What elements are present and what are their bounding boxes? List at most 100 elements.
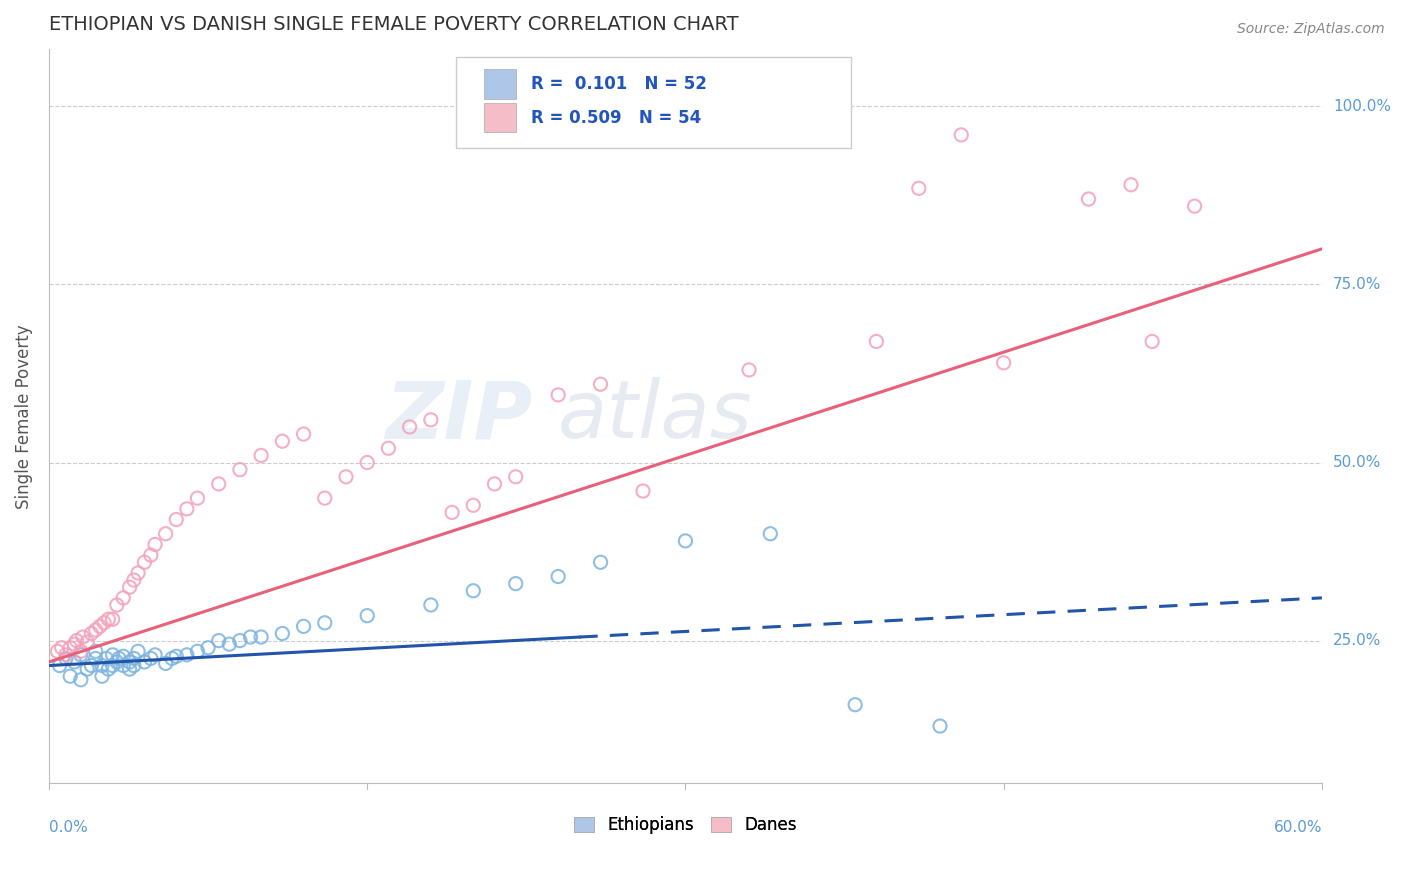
Point bbox=[112, 591, 135, 605]
Point bbox=[1184, 199, 1206, 213]
Point bbox=[55, 651, 77, 665]
Point bbox=[865, 334, 887, 349]
Text: Source: ZipAtlas.com: Source: ZipAtlas.com bbox=[1237, 22, 1385, 37]
Point bbox=[314, 491, 336, 505]
Point bbox=[738, 363, 761, 377]
Point bbox=[80, 658, 103, 673]
Point bbox=[197, 640, 219, 655]
Point bbox=[76, 635, 98, 649]
Point bbox=[122, 658, 145, 673]
Point bbox=[950, 128, 973, 142]
Point bbox=[160, 651, 183, 665]
Point bbox=[1077, 192, 1099, 206]
Text: 75.0%: 75.0% bbox=[1333, 277, 1381, 292]
Point bbox=[76, 662, 98, 676]
Point bbox=[218, 637, 240, 651]
Point bbox=[398, 420, 420, 434]
Point bbox=[176, 648, 198, 662]
Point bbox=[134, 555, 156, 569]
Point bbox=[675, 533, 697, 548]
Point bbox=[165, 649, 187, 664]
Point bbox=[59, 640, 82, 655]
FancyBboxPatch shape bbox=[484, 103, 516, 132]
Point bbox=[547, 388, 569, 402]
Text: 50.0%: 50.0% bbox=[1333, 455, 1381, 470]
Point bbox=[46, 644, 69, 658]
Text: 100.0%: 100.0% bbox=[1333, 99, 1391, 114]
Point bbox=[63, 655, 86, 669]
Point bbox=[759, 526, 782, 541]
Point bbox=[631, 483, 654, 498]
Point bbox=[208, 633, 231, 648]
Point bbox=[51, 640, 73, 655]
FancyBboxPatch shape bbox=[457, 57, 851, 148]
Point bbox=[1119, 178, 1142, 192]
Point bbox=[929, 719, 952, 733]
Point bbox=[271, 434, 294, 449]
FancyBboxPatch shape bbox=[484, 70, 516, 99]
Point bbox=[69, 673, 91, 687]
Point bbox=[89, 619, 111, 633]
Point bbox=[97, 612, 120, 626]
Point bbox=[105, 598, 128, 612]
Point bbox=[96, 651, 118, 665]
Point bbox=[271, 626, 294, 640]
Point bbox=[65, 633, 87, 648]
Point bbox=[250, 449, 273, 463]
Point bbox=[250, 630, 273, 644]
Point bbox=[122, 573, 145, 587]
Point bbox=[239, 630, 262, 644]
Point bbox=[229, 633, 252, 648]
Point bbox=[1140, 334, 1163, 349]
Point bbox=[127, 644, 149, 658]
Point bbox=[314, 615, 336, 630]
Point bbox=[101, 612, 124, 626]
Point bbox=[93, 615, 115, 630]
Text: R = 0.509   N = 54: R = 0.509 N = 54 bbox=[531, 109, 702, 127]
Point bbox=[112, 649, 135, 664]
Point bbox=[463, 583, 485, 598]
Point bbox=[108, 651, 131, 665]
Point bbox=[127, 566, 149, 580]
Point bbox=[419, 413, 441, 427]
Point bbox=[101, 658, 124, 673]
Point bbox=[143, 648, 166, 662]
Y-axis label: Single Female Poverty: Single Female Poverty bbox=[15, 324, 32, 508]
Point bbox=[335, 470, 357, 484]
Legend: Ethiopians, Danes: Ethiopians, Danes bbox=[568, 809, 803, 841]
Point bbox=[484, 477, 506, 491]
Text: 25.0%: 25.0% bbox=[1333, 633, 1381, 648]
Point bbox=[84, 644, 107, 658]
Point bbox=[101, 648, 124, 662]
Point bbox=[72, 630, 94, 644]
Point bbox=[993, 356, 1015, 370]
Point bbox=[59, 669, 82, 683]
Point bbox=[463, 498, 485, 512]
Point bbox=[907, 181, 929, 195]
Point bbox=[118, 655, 141, 669]
Point bbox=[84, 623, 107, 637]
Point bbox=[118, 662, 141, 676]
Point bbox=[80, 626, 103, 640]
Point bbox=[134, 655, 156, 669]
Point bbox=[155, 526, 177, 541]
Point bbox=[377, 442, 399, 456]
Point bbox=[589, 555, 612, 569]
Point bbox=[139, 651, 162, 665]
Point bbox=[63, 637, 86, 651]
Point bbox=[165, 512, 187, 526]
Point bbox=[155, 657, 177, 671]
Point bbox=[91, 658, 114, 673]
Point bbox=[97, 662, 120, 676]
Text: 0.0%: 0.0% bbox=[49, 820, 87, 835]
Point bbox=[356, 456, 378, 470]
Point bbox=[84, 651, 107, 665]
Point bbox=[589, 377, 612, 392]
Point bbox=[505, 576, 527, 591]
Point bbox=[118, 580, 141, 594]
Text: atlas: atlas bbox=[558, 377, 752, 455]
Point bbox=[105, 655, 128, 669]
Point bbox=[91, 669, 114, 683]
Point bbox=[55, 648, 77, 662]
Point bbox=[292, 619, 315, 633]
